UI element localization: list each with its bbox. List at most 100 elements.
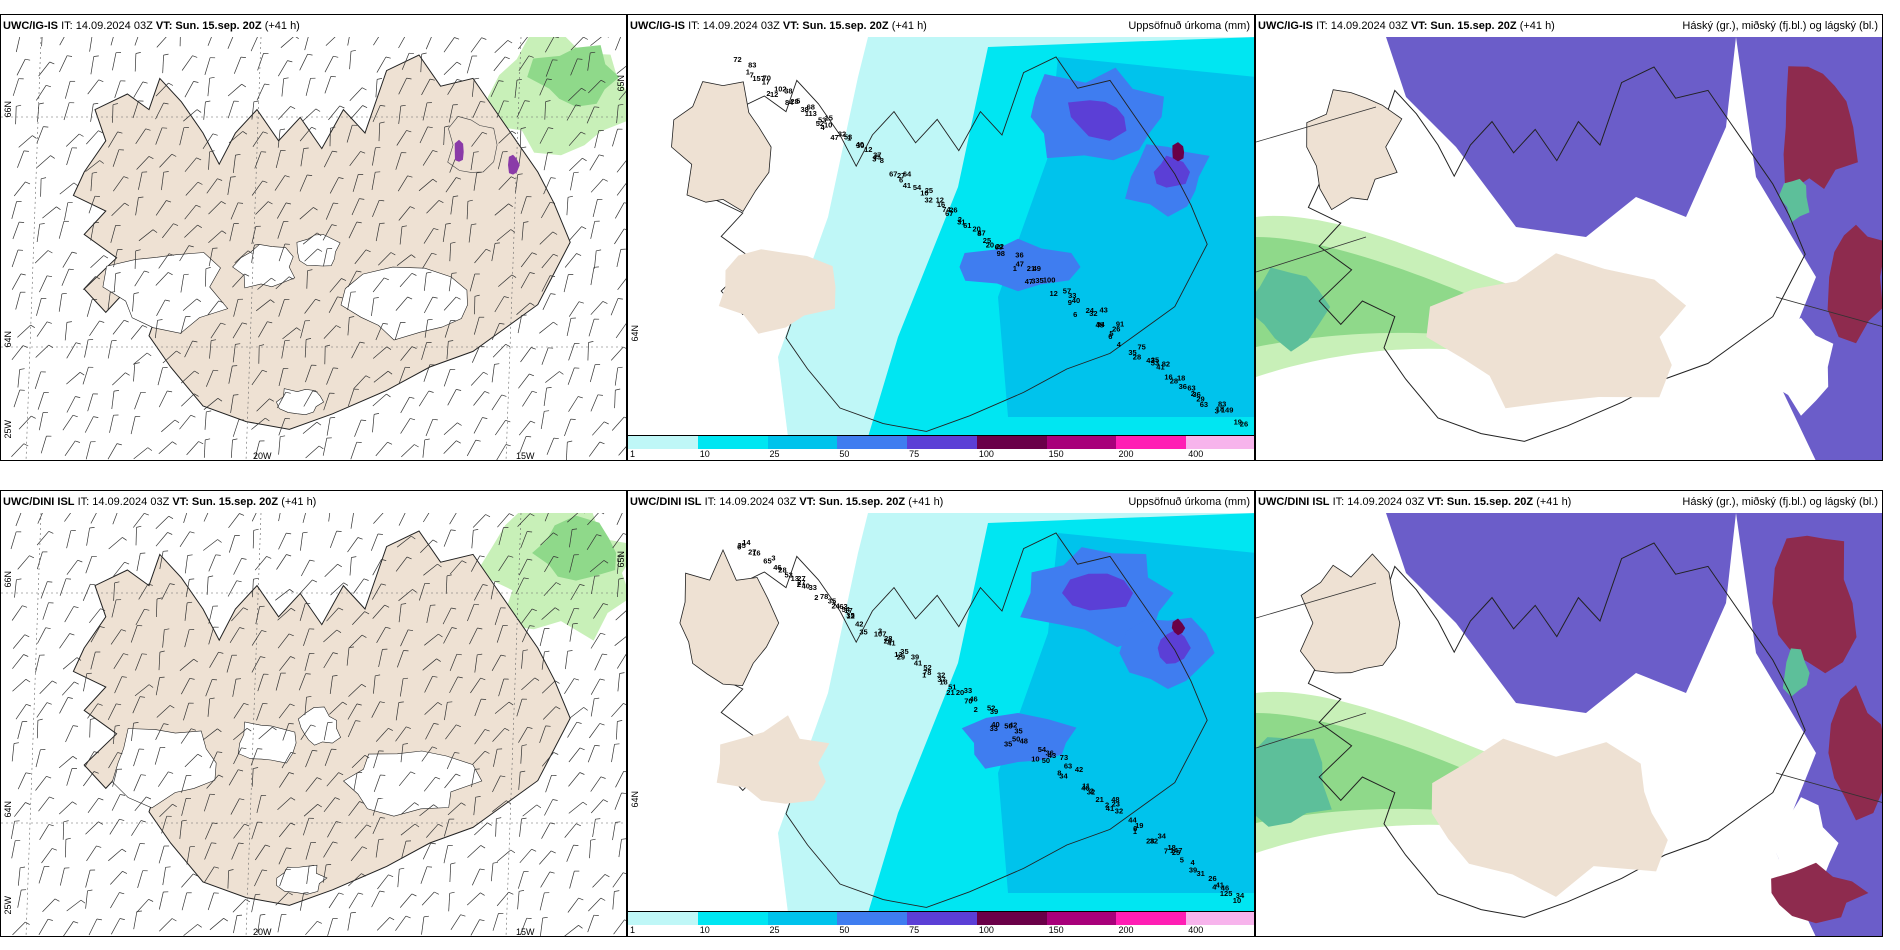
- wind-barb: [208, 230, 223, 244]
- wind-barb-feather: [96, 918, 102, 921]
- wind-barb: [372, 277, 385, 293]
- clear-sky-patch: [1765, 317, 1834, 416]
- wind-barb: [518, 420, 531, 436]
- wind-barb-feather: [456, 724, 461, 728]
- wind-barb-feather: [508, 891, 514, 895]
- wind-barb: [42, 206, 57, 219]
- precip-value-label: 125: [1220, 889, 1233, 898]
- wind-barb: [589, 840, 592, 859]
- wind-barb: [401, 841, 407, 859]
- precip-value-label: 41: [887, 638, 895, 647]
- precip-title: Uppsöfnuð úrkoma (mm): [1128, 496, 1250, 508]
- wind-barb-feather: [333, 367, 339, 369]
- wind-barb: [518, 55, 530, 71]
- precip-value-label: 50: [1004, 721, 1012, 730]
- wind-barb: [566, 608, 575, 626]
- wind-barb: [395, 726, 407, 742]
- region-boundary: [1775, 296, 1882, 327]
- wind-barb: [466, 201, 469, 220]
- wind-barb: [207, 300, 219, 316]
- precip-value-label: 41: [1156, 363, 1164, 372]
- wind-barb-feather: [98, 130, 103, 134]
- wind-barb: [519, 918, 528, 936]
- wind-barb-feather: [355, 720, 361, 722]
- precip-value-label: 8: [880, 156, 884, 165]
- wind-barb-feather: [194, 370, 199, 374]
- wind-barb: [66, 899, 82, 912]
- wind-barb-feather: [359, 801, 365, 804]
- wind-barb: [591, 576, 595, 595]
- wind-barb: [15, 37, 21, 53]
- wind-barb: [496, 444, 507, 460]
- wind-barb-feather: [471, 223, 477, 226]
- wind-barb: [493, 56, 506, 72]
- wind-barb-feather: [236, 580, 242, 583]
- wind-barb-feather: [475, 439, 481, 442]
- precip-value-label: 54: [913, 183, 922, 192]
- wind-barb: [492, 344, 506, 358]
- wind-barb-feather: [253, 528, 259, 531]
- wind-barb: [36, 298, 42, 316]
- wind-barb-feather: [604, 874, 610, 878]
- wind-barb: [569, 226, 582, 241]
- wind-barb: [424, 319, 429, 338]
- wind-barb: [66, 372, 81, 385]
- wind-barb: [114, 80, 121, 99]
- wind-barb: [542, 293, 551, 310]
- wind-barb: [589, 560, 605, 573]
- model-name: UWC/DINI ISL: [630, 496, 702, 508]
- precip-value-label: 18: [939, 678, 947, 687]
- wind-barb-feather: [597, 394, 603, 396]
- wind-barb: [255, 606, 260, 625]
- wind-barb-feather: [455, 296, 461, 300]
- wind-barb: [323, 629, 338, 643]
- wind-barb: [327, 821, 337, 838]
- wind-barb: [353, 578, 365, 594]
- wind-barb: [184, 555, 188, 574]
- wind-barb-feather: [414, 802, 419, 806]
- wind-barb-feather: [239, 798, 245, 801]
- wind-barb-feather: [266, 556, 272, 559]
- legend-label: 10: [699, 449, 710, 459]
- wind-barb: [14, 579, 17, 598]
- wind-barb: [159, 551, 164, 570]
- wind-barb: [540, 532, 554, 546]
- wind-barb-feather: [480, 677, 486, 681]
- wind-barb-feather: [454, 752, 460, 754]
- wind-barb: [423, 776, 436, 792]
- wind-barb-feather: [600, 776, 606, 779]
- wind-barb-feather: [317, 804, 322, 808]
- wind-barb-feather: [453, 195, 459, 197]
- precip-band-50: [961, 713, 1077, 769]
- wind-barb: [587, 745, 596, 763]
- wind-barb: [372, 393, 387, 407]
- wind-barb: [205, 679, 213, 697]
- wind-barb-feather: [242, 322, 248, 325]
- wind-barb-feather: [479, 868, 485, 871]
- wind-barb-feather: [519, 890, 525, 892]
- wind-barb: [569, 157, 583, 171]
- precip-value-label: 57: [1063, 286, 1071, 295]
- precip-value-label: 25: [1172, 848, 1180, 857]
- wind-barb-feather: [390, 252, 396, 256]
- wind-barb-feather: [39, 223, 45, 225]
- westfjords-land: [1306, 89, 1403, 211]
- wind-barb-feather: [451, 627, 457, 629]
- high-cloud-area: [1771, 862, 1869, 924]
- wind-barb: [40, 581, 48, 599]
- wind-barb-feather: [436, 658, 441, 662]
- wind-barb: [250, 37, 258, 52]
- wind-barb: [371, 890, 381, 908]
- wind-barb: [233, 703, 245, 719]
- wind-barb-feather: [456, 389, 462, 391]
- mid-cloud-area: [1386, 37, 1736, 237]
- wind-barb: [300, 559, 311, 577]
- precip-value-label: 30: [856, 141, 864, 150]
- wind-barb: [474, 698, 482, 717]
- wind-barb: [133, 513, 145, 528]
- wind-barb-feather: [305, 673, 311, 675]
- wind-barb-feather: [411, 893, 417, 897]
- precip-value-label: 46: [1221, 884, 1229, 893]
- precip-value-label: 98: [997, 249, 1005, 258]
- wind-barb-feather: [262, 180, 268, 183]
